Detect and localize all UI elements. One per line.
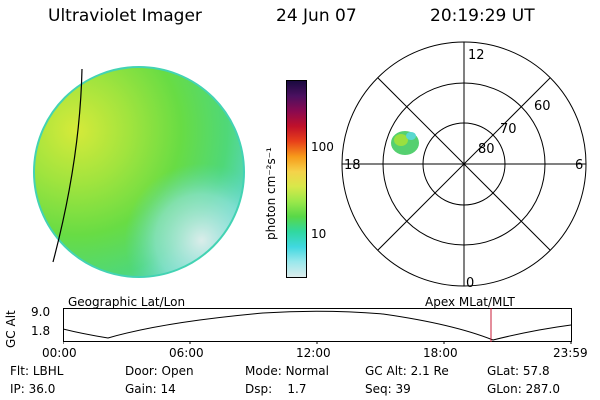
strip-ytick-1-8: 1.8 <box>31 324 51 338</box>
strip-xtick-1200: 12:00 <box>296 346 331 360</box>
strip-xtick-0600: 06:00 <box>169 346 204 360</box>
observation-date: 24 Jun 07 <box>276 6 357 26</box>
info-gc-alt: GC Alt: 2.1 Re <box>365 364 449 378</box>
colorbar-unit-label: photon cm⁻²s⁻¹ <box>264 147 278 240</box>
info-gain: Gain: 14 <box>125 382 176 396</box>
lat-label-80: 80 <box>478 142 495 157</box>
info-door: Door: Open <box>125 364 194 378</box>
clock-label-6: 6 <box>575 158 583 173</box>
auroral-blob <box>391 131 419 155</box>
polar-plot: 12 18 6 0 60 70 80 <box>341 41 587 291</box>
strip-ytick-9: 9.0 <box>31 305 51 319</box>
info-dsp: Dsp: 1.7 <box>245 382 307 396</box>
info-glat: GLat: 57.8 <box>487 364 550 378</box>
clock-label-12: 12 <box>468 48 485 63</box>
altitude-strip <box>63 308 572 344</box>
clock-label-18: 18 <box>344 158 361 173</box>
strip-right-title: Apex MLat/MLT <box>425 295 515 309</box>
info-glon: GLon: 287.0 <box>487 382 560 396</box>
altitude-curve <box>63 310 572 341</box>
colorbar-tick-10: 10 <box>311 227 327 241</box>
clock-label-0: 0 <box>466 276 474 291</box>
lat-label-60: 60 <box>534 99 551 114</box>
lat-label-70: 70 <box>500 122 517 137</box>
observation-time: 20:19:29 UT <box>430 6 535 26</box>
geographic-image <box>33 66 245 278</box>
colorbar <box>286 80 307 278</box>
terminator-line <box>52 68 83 263</box>
info-ip: IP: 36.0 <box>10 382 56 396</box>
strip-xtick-1800: 18:00 <box>423 346 458 360</box>
instrument-title: Ultraviolet Imager <box>48 6 202 26</box>
strip-left-title: Geographic Lat/Lon <box>68 295 186 309</box>
info-mode: Mode: Normal <box>245 364 329 378</box>
strip-ylabel: GC Alt <box>4 310 18 348</box>
colorbar-tick-100: 100 <box>311 140 334 154</box>
polar-diagonal-2 <box>377 77 551 251</box>
strip-xtick-2359: 23:59 <box>553 346 588 360</box>
info-seq: Seq: 39 <box>365 382 411 396</box>
strip-xtick-0000: 00:00 <box>42 346 77 360</box>
info-flt: Flt: LBHL <box>10 364 64 378</box>
